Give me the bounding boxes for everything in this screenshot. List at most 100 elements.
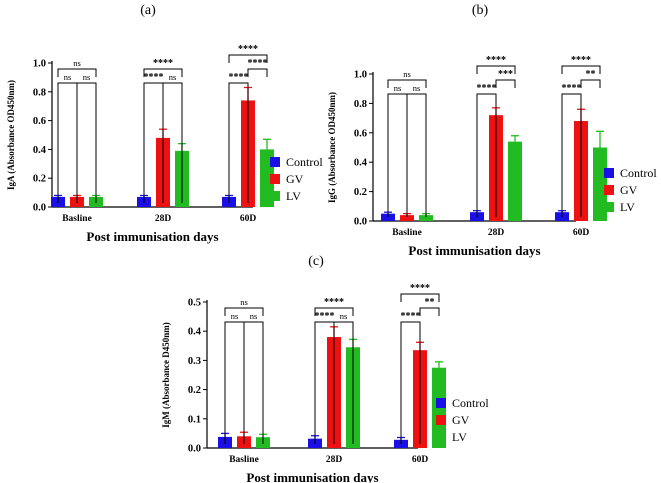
y-tick-label: 0.4: [33, 145, 47, 156]
significance-label: ns: [64, 72, 72, 82]
y-tick-label: 0.2: [33, 174, 46, 185]
chart-panel-2: (b) 0.0 0.2 0.4 0.6 0.8 1.0 IgG (Absorbance OD4…: [327, 3, 657, 258]
significance-label: ***: [498, 69, 513, 80]
significance-bracket: [561, 93, 582, 217]
significance-bracket: [228, 54, 268, 63]
panel-label: (c): [308, 254, 324, 269]
bar-lv: [419, 215, 433, 221]
x-tick-label: 28D: [488, 228, 505, 238]
legend-swatch-lv: [436, 432, 446, 442]
significance-label: ns: [231, 311, 239, 321]
y-tick-label: 0.0: [354, 217, 367, 228]
significance-label: ns: [83, 72, 91, 82]
legend-swatch-gv: [604, 185, 614, 195]
significance-label: ****: [486, 55, 506, 66]
significance-bracket: [333, 321, 354, 444]
legend-swatch-control: [436, 398, 446, 408]
y-tick-label: 0.4: [188, 327, 202, 338]
significance-label: ****: [238, 44, 258, 55]
significance-label: ****: [315, 311, 335, 322]
chart-panel-1: (a) 0.0 0.2 0.4 0.6 0.8 1.0 IgA (Absorbance OD4…: [6, 3, 323, 244]
significance-label: ns: [413, 83, 421, 93]
significance-bracket: [400, 321, 421, 444]
y-tick-label: 0.8: [33, 87, 46, 98]
significance-bracket: [143, 68, 183, 77]
legend-label: Control: [286, 155, 323, 169]
significance-label: ns: [403, 69, 411, 79]
significance-bracket: [243, 321, 264, 444]
significance-bracket: [561, 65, 601, 74]
x-tick-label: Basline: [229, 455, 259, 465]
y-tick-label: 0.4: [354, 158, 368, 169]
x-tick-label: 28D: [326, 455, 343, 465]
x-axis-label: Post immunisation days: [408, 243, 540, 258]
legend-swatch-control: [604, 168, 614, 178]
x-axis-label: Post immunisation days: [86, 229, 218, 244]
significance-bracket: [419, 307, 440, 316]
significance-label: **: [425, 297, 435, 308]
significance-label: ****: [562, 83, 582, 94]
legend-label: LV: [452, 430, 467, 444]
legend-label: GV: [620, 183, 638, 197]
significance-label: ns: [73, 58, 81, 68]
y-tick-label: 0.6: [33, 116, 46, 127]
significance-label: ****: [410, 283, 430, 294]
significance-bracket: [224, 321, 245, 444]
significance-bracket: [224, 307, 264, 316]
y-tick-label: 0.2: [354, 187, 367, 198]
y-tick-label: 0.6: [354, 128, 367, 139]
significance-label: ns: [394, 83, 402, 93]
significance-label: ****: [571, 55, 591, 66]
significance-bracket: [387, 93, 408, 217]
y-tick-label: 0.2: [188, 385, 201, 396]
legend-label: GV: [286, 172, 304, 186]
x-tick-label: 28D: [155, 214, 172, 224]
significance-bracket: [580, 79, 601, 88]
significance-label: ****: [248, 58, 268, 69]
x-tick-label: Basline: [392, 228, 422, 238]
legend-swatch-lv: [604, 202, 614, 212]
significance-label: ****: [401, 311, 421, 322]
significance-bracket: [247, 68, 268, 77]
legend-swatch-lv: [270, 191, 280, 201]
panel-label: (a): [140, 3, 156, 18]
significance-label: ns: [240, 297, 248, 307]
bar-control: [381, 213, 395, 221]
y-tick-label: 0.1: [188, 414, 201, 425]
significance-bracket: [400, 293, 440, 302]
significance-label: ****: [153, 58, 173, 69]
legend-swatch-gv: [436, 415, 446, 425]
significance-bracket: [406, 93, 427, 217]
x-tick-label: 60D: [412, 455, 429, 465]
y-tick-label: 0.8: [354, 99, 367, 110]
significance-label: ****: [324, 297, 344, 308]
significance-bracket: [228, 82, 249, 203]
significance-bracket: [495, 79, 516, 88]
y-tick-label: 1.0: [354, 70, 367, 81]
y-tick-label: 0.5: [188, 298, 201, 309]
x-tick-label: 60D: [573, 228, 590, 238]
significance-label: **: [586, 69, 596, 80]
legend-swatch-gv: [270, 174, 280, 184]
legend-label: GV: [452, 413, 470, 427]
significance-bracket: [476, 93, 497, 217]
significance-label: ****: [229, 72, 249, 83]
y-tick-label: 1.0: [33, 59, 46, 70]
y-axis-label: IgA (Absorbance OD450nm): [6, 80, 16, 190]
y-tick-label: 0.3: [188, 356, 201, 367]
significance-label: ****: [144, 72, 164, 83]
bar-lv: [593, 147, 607, 221]
legend-label: Control: [452, 396, 489, 410]
significance-bracket: [76, 82, 97, 203]
y-tick-label: 0.0: [33, 203, 46, 214]
y-tick-label: 0.0: [188, 444, 201, 455]
y-axis-label: IgG (Absorbance OD450nm): [327, 92, 337, 203]
chart-panel-3: (c) 0.0 0.1 0.2 0.3 0.4 0.5 IgM (Absorbance D45…: [161, 254, 489, 483]
significance-bracket: [162, 82, 183, 203]
x-axis-label: Post immunisation days: [246, 470, 378, 483]
panel-label: (b): [472, 3, 489, 18]
y-axis-label: IgM (Absorbance D450nm): [161, 322, 171, 428]
significance-label: ns: [340, 311, 348, 321]
significance-bracket: [387, 79, 427, 88]
